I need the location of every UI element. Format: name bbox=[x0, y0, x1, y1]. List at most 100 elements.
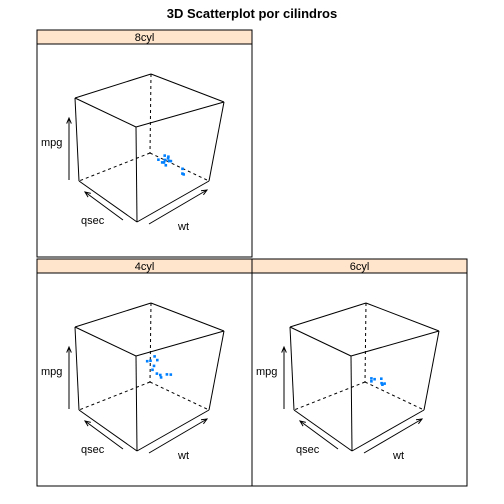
data-point bbox=[163, 154, 166, 157]
cube-edge-hidden bbox=[293, 381, 366, 411]
cube-edge bbox=[150, 302, 225, 332]
data-point bbox=[182, 173, 185, 176]
data-point bbox=[167, 155, 170, 158]
data-point bbox=[156, 358, 159, 362]
strip-label: 8cyl bbox=[135, 32, 155, 44]
wt-label: wt bbox=[177, 450, 189, 462]
data-point bbox=[381, 383, 384, 386]
wt-arrow bbox=[363, 418, 423, 454]
panels-group: 8cyl mpg qsec wt 4cyl mpg qsec wt 6cyl mpg qsec wt bbox=[36, 29, 468, 487]
qsec-arrow-head bbox=[83, 191, 91, 198]
wt-arrow bbox=[148, 189, 208, 225]
data-point bbox=[151, 368, 154, 372]
wt-label: wt bbox=[392, 450, 404, 462]
data-point bbox=[145, 359, 149, 363]
data-point bbox=[155, 372, 159, 375]
mpg-arrow-head bbox=[281, 345, 287, 353]
cube-edge bbox=[74, 73, 152, 99]
data-point bbox=[152, 364, 156, 368]
data-point bbox=[159, 376, 163, 379]
cube-edge bbox=[135, 126, 138, 223]
cube-edge bbox=[350, 355, 353, 452]
cube-edge bbox=[135, 330, 225, 357]
data-point bbox=[159, 373, 162, 377]
wt-arrow-head bbox=[200, 418, 209, 425]
data-point bbox=[380, 377, 383, 380]
cube-edge bbox=[365, 302, 440, 332]
cube-edge bbox=[289, 326, 352, 357]
data-point bbox=[380, 381, 383, 385]
cube-edge bbox=[293, 409, 353, 452]
cube-edge bbox=[74, 97, 80, 182]
cube-edge bbox=[74, 326, 137, 357]
mpg-label: mpg bbox=[256, 366, 277, 378]
mpg-label: mpg bbox=[41, 366, 62, 378]
data-point bbox=[153, 355, 156, 358]
cube-edge-hidden bbox=[149, 381, 210, 411]
data-point bbox=[169, 159, 173, 163]
cube-edge bbox=[136, 409, 210, 452]
data-point bbox=[164, 164, 168, 167]
qsec-arrow-head bbox=[83, 420, 91, 427]
data-point bbox=[166, 157, 170, 160]
panel-4cyl: 4cyl mpg qsec wt bbox=[36, 258, 253, 487]
cube-edge-hidden bbox=[364, 381, 425, 411]
cube-edge bbox=[136, 180, 210, 223]
chart-title: 3D Scatterplot por cilindros bbox=[167, 6, 337, 21]
cube-edge bbox=[78, 180, 138, 223]
cube-edge-hidden bbox=[149, 73, 152, 154]
cube-edge bbox=[289, 302, 367, 328]
panel-frame bbox=[36, 43, 253, 258]
wt-arrow-head bbox=[200, 189, 209, 196]
data-point bbox=[181, 167, 184, 171]
cube-edge bbox=[289, 326, 295, 411]
qsec-arrow bbox=[84, 191, 124, 221]
cube-edge bbox=[150, 73, 225, 103]
data-point bbox=[373, 377, 376, 381]
cube-edge-hidden bbox=[78, 152, 151, 182]
panel-8cyl: 8cyl mpg qsec wt bbox=[36, 29, 253, 258]
data-point bbox=[157, 158, 160, 161]
qsec-arrow bbox=[299, 420, 339, 450]
cube-edge bbox=[208, 330, 225, 411]
cube-edge bbox=[74, 97, 137, 128]
wt-label: wt bbox=[177, 221, 189, 233]
data-point bbox=[149, 359, 152, 362]
strip-label: 4cyl bbox=[135, 261, 155, 273]
cube-edge bbox=[74, 326, 80, 411]
data-point bbox=[383, 382, 386, 385]
qsec-label: qsec bbox=[81, 215, 105, 227]
data-point bbox=[165, 373, 169, 376]
cube-edge bbox=[423, 330, 440, 411]
cube-edge bbox=[78, 409, 138, 452]
cube-edge-hidden bbox=[78, 381, 151, 411]
strip-label: 6cyl bbox=[350, 261, 370, 273]
data-point bbox=[167, 159, 171, 163]
cube-edge bbox=[135, 355, 138, 452]
data-point bbox=[163, 158, 167, 162]
data-point bbox=[370, 380, 373, 383]
cube-edge bbox=[350, 330, 440, 357]
cube-edge bbox=[208, 101, 225, 182]
mpg-label: mpg bbox=[41, 137, 62, 149]
data-point bbox=[160, 161, 164, 164]
qsec-arrow bbox=[84, 420, 124, 450]
panel-frame bbox=[251, 272, 468, 487]
wt-arrow-head bbox=[415, 418, 424, 425]
wt-arrow bbox=[148, 418, 208, 454]
mpg-arrow-head bbox=[66, 345, 72, 353]
cube-edge bbox=[74, 302, 152, 328]
panel-6cyl: 6cyl mpg qsec wt bbox=[251, 258, 468, 487]
qsec-label: qsec bbox=[296, 444, 320, 456]
data-point bbox=[370, 377, 373, 380]
cube-edge-hidden bbox=[149, 152, 210, 182]
cube-edge bbox=[135, 101, 225, 128]
qsec-arrow-head bbox=[298, 420, 306, 427]
cube-edge-hidden bbox=[364, 302, 367, 383]
cube-edge-hidden bbox=[149, 302, 152, 383]
data-point bbox=[169, 373, 173, 376]
cube-edge bbox=[351, 409, 425, 452]
data-point bbox=[162, 161, 166, 164]
qsec-label: qsec bbox=[81, 444, 105, 456]
